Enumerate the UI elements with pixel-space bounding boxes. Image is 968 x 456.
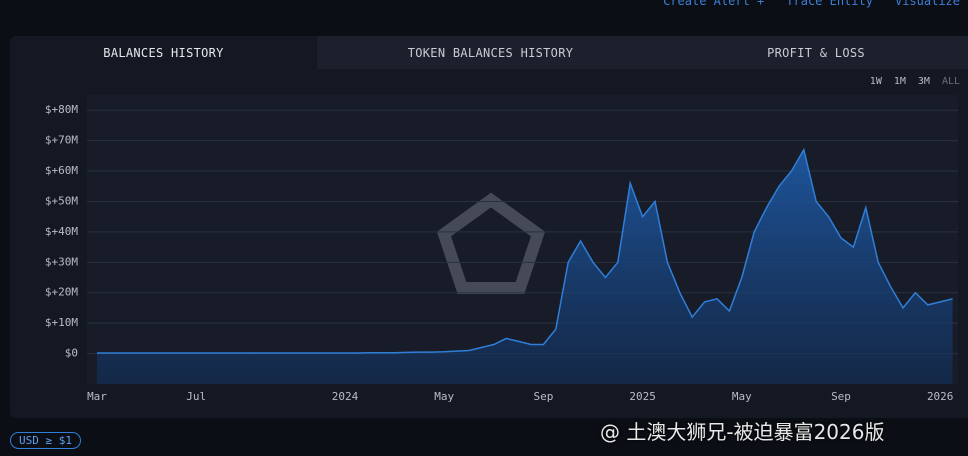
tabs: BALANCES HISTORY TOKEN BALANCES HISTORY … <box>10 36 968 69</box>
range[interactable]: 1M <box>893 76 906 87</box>
y-tick-label: $+50M <box>45 194 78 207</box>
y-tick-label: $+70M <box>45 134 78 147</box>
y-tick-label: $+60M <box>45 164 78 177</box>
x-tick-label: May <box>434 390 454 403</box>
y-tick-label: $0 <box>65 347 78 360</box>
y-tick-label: $+30M <box>45 255 78 268</box>
trace-entity[interactable]: Trace Entity <box>786 0 873 8</box>
x-tick-label: 2026 <box>927 390 954 403</box>
visualize[interactable]: Visualize <box>894 0 960 8</box>
x-tick-label: 2024 <box>332 390 359 403</box>
y-tick-label: $+40M <box>45 225 78 238</box>
range[interactable]: ALL <box>941 76 960 87</box>
top-actions: Create Alert + Trace Entity Visualize <box>663 0 960 8</box>
x-tick-label: May <box>732 390 752 403</box>
create-alert[interactable]: Create Alert + <box>663 0 765 8</box>
tab[interactable]: TOKEN BALANCES HISTORY <box>317 36 664 69</box>
x-tick-label: 2025 <box>629 390 656 403</box>
x-tick-label: Jul <box>186 390 206 403</box>
y-tick-label: $+10M <box>45 316 78 329</box>
y-tick-label: $+20M <box>45 286 78 299</box>
x-tick-label: Sep <box>831 390 851 403</box>
tab[interactable]: BALANCES HISTORY <box>10 36 317 69</box>
range[interactable]: 3M <box>917 76 930 87</box>
y-tick-label: $+80M <box>45 103 78 116</box>
range-buttons: 1W 1M 3M ALL <box>870 76 960 87</box>
range[interactable]: 1W <box>869 76 882 87</box>
line <box>97 147 953 354</box>
usd-filter[interactable]: USD ≥ $1 <box>10 432 81 449</box>
area <box>97 149 953 384</box>
chart: $0 $+10M $+20M $+30M $+40M $+50M $+60M $+70M $+8… <box>44 103 958 403</box>
x-tick-label: Sep <box>533 390 553 403</box>
x-tick-label: Mar <box>87 390 107 403</box>
logo-watermark <box>436 192 546 294</box>
tab[interactable]: PROFIT & LOSS <box>664 36 968 69</box>
watermark: @ 土澳大狮兄-被迫暴富2026版 <box>600 420 885 444</box>
